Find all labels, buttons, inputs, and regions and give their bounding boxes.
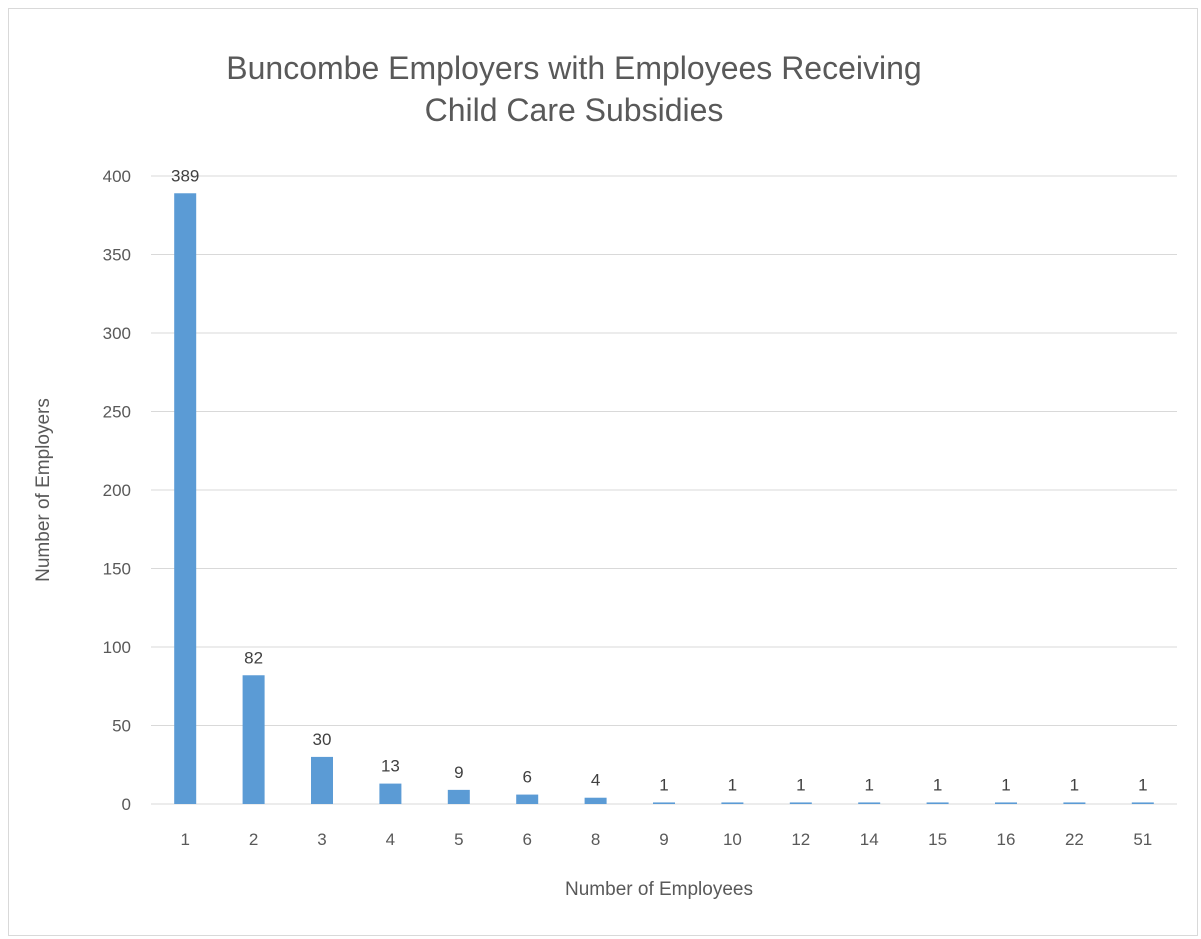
x-tick-label-5: 5 bbox=[454, 830, 463, 849]
x-tick-label-3: 3 bbox=[317, 830, 326, 849]
data-label-3: 30 bbox=[313, 730, 332, 749]
data-label-6: 6 bbox=[522, 768, 531, 787]
data-labels: 389 82 30 13 9 6 4 1 1 1 1 1 1 1 1 bbox=[171, 166, 1148, 794]
chart-title-line-2: Child Care Subsidies bbox=[425, 92, 724, 128]
x-tick-label-14: 14 bbox=[860, 830, 879, 849]
y-axis-ticks: 0 50 100 150 200 250 300 350 400 bbox=[103, 167, 131, 814]
x-tick-label-4: 4 bbox=[386, 830, 395, 849]
x-axis-title: Number of Employees bbox=[565, 879, 753, 900]
bars bbox=[174, 193, 1154, 804]
data-label-4: 13 bbox=[381, 757, 400, 776]
data-label-1: 389 bbox=[171, 166, 199, 185]
x-tick-label-6: 6 bbox=[522, 830, 531, 849]
bar-2 bbox=[242, 675, 265, 804]
x-tick-label-16: 16 bbox=[997, 830, 1016, 849]
bar-5 bbox=[447, 789, 470, 804]
bar-51 bbox=[1131, 802, 1154, 804]
y-tick-label-350: 350 bbox=[103, 246, 131, 265]
x-tick-label-51: 51 bbox=[1133, 830, 1152, 849]
bar-4 bbox=[379, 783, 402, 804]
data-label-51: 1 bbox=[1138, 775, 1147, 794]
chart-frame: 389 82 30 13 9 6 4 1 1 1 1 1 1 1 1 0 50 100 150 200 250 300 3… bbox=[8, 8, 1198, 936]
x-tick-label-10: 10 bbox=[723, 830, 742, 849]
y-tick-label-0: 0 bbox=[122, 795, 131, 814]
data-label-10: 1 bbox=[728, 775, 737, 794]
bar-15 bbox=[926, 802, 949, 804]
bar-14 bbox=[858, 802, 881, 804]
bar-6 bbox=[516, 794, 539, 804]
chart-title-line-1: Buncombe Employers with Employees Receiv… bbox=[226, 50, 921, 86]
bar-22 bbox=[1063, 802, 1086, 804]
x-tick-label-1: 1 bbox=[180, 830, 189, 849]
y-tick-label-50: 50 bbox=[112, 717, 131, 736]
x-tick-label-9: 9 bbox=[659, 830, 668, 849]
data-label-8: 4 bbox=[591, 771, 600, 790]
data-label-2: 82 bbox=[244, 648, 263, 667]
y-tick-label-150: 150 bbox=[103, 560, 131, 579]
x-tick-label-8: 8 bbox=[591, 830, 600, 849]
bar-3 bbox=[311, 756, 333, 804]
data-label-14: 1 bbox=[864, 775, 873, 794]
data-label-12: 1 bbox=[796, 775, 805, 794]
bar-1 bbox=[174, 193, 197, 804]
y-tick-label-200: 200 bbox=[103, 481, 131, 500]
y-tick-label-300: 300 bbox=[103, 324, 131, 343]
data-label-5: 9 bbox=[454, 763, 463, 782]
bar-12 bbox=[789, 802, 812, 804]
x-tick-label-2: 2 bbox=[249, 830, 258, 849]
bar-9 bbox=[653, 802, 675, 804]
bar-16 bbox=[995, 802, 1017, 804]
y-tick-label-100: 100 bbox=[103, 638, 131, 657]
bar-10 bbox=[721, 802, 744, 804]
x-tick-label-12: 12 bbox=[791, 830, 810, 849]
y-tick-label-400: 400 bbox=[103, 167, 131, 186]
data-label-15: 1 bbox=[933, 775, 942, 794]
data-label-22: 1 bbox=[1070, 775, 1079, 794]
x-axis-ticks: 1 2 3 4 5 6 8 9 10 12 14 15 16 22 51 bbox=[180, 830, 1152, 849]
data-label-9: 1 bbox=[659, 775, 668, 794]
gridlines bbox=[151, 175, 1177, 805]
y-tick-label-250: 250 bbox=[103, 403, 131, 422]
x-tick-label-15: 15 bbox=[928, 830, 947, 849]
y-axis-title: Number of Employers bbox=[33, 398, 54, 582]
data-label-16: 1 bbox=[1001, 775, 1010, 794]
x-tick-label-22: 22 bbox=[1065, 830, 1084, 849]
bar-8 bbox=[584, 797, 607, 804]
